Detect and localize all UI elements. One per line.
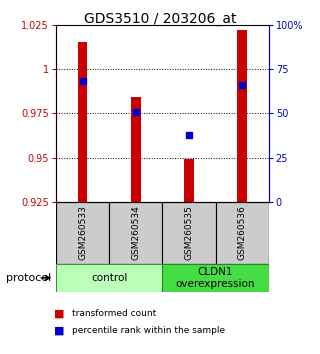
Text: GDS3510 / 203206_at: GDS3510 / 203206_at xyxy=(84,12,236,27)
Text: control: control xyxy=(91,273,127,283)
Text: ■: ■ xyxy=(54,308,65,318)
Text: percentile rank within the sample: percentile rank within the sample xyxy=(72,326,225,336)
Text: GSM260535: GSM260535 xyxy=(185,205,194,260)
Text: protocol: protocol xyxy=(6,273,52,283)
Bar xyxy=(237,30,247,202)
Bar xyxy=(56,202,109,264)
Bar xyxy=(216,202,269,264)
Bar xyxy=(109,202,163,264)
Text: GSM260534: GSM260534 xyxy=(131,205,140,260)
Text: ■: ■ xyxy=(54,326,65,336)
Bar xyxy=(184,159,194,202)
Bar xyxy=(163,202,216,264)
Text: GSM260536: GSM260536 xyxy=(238,205,247,260)
Bar xyxy=(163,264,269,292)
Bar xyxy=(131,97,140,202)
Text: transformed count: transformed count xyxy=(72,309,156,318)
Bar xyxy=(56,264,163,292)
Text: GSM260533: GSM260533 xyxy=(78,205,87,260)
Text: CLDN1
overexpression: CLDN1 overexpression xyxy=(176,267,255,289)
Bar xyxy=(78,42,87,202)
